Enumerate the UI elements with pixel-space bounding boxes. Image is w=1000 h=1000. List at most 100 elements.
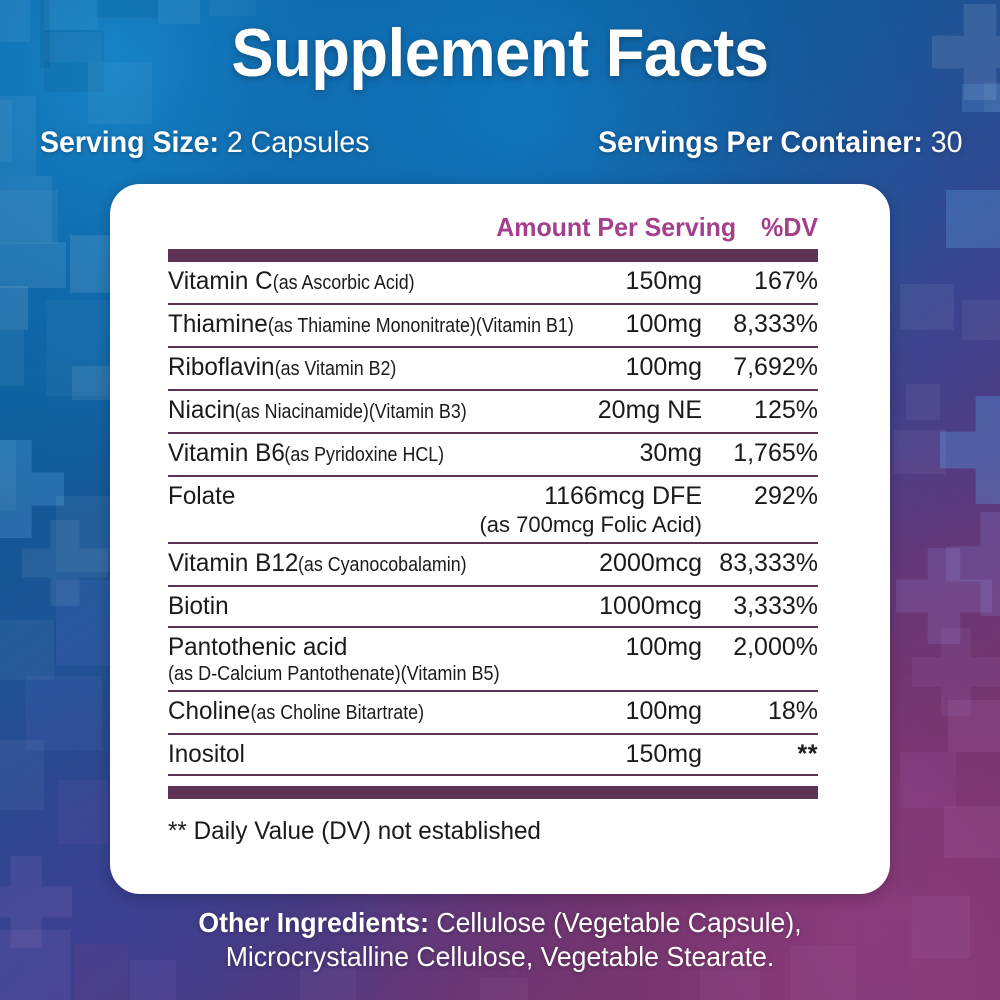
footer-rule-thick xyxy=(168,786,818,799)
decor-square xyxy=(856,920,908,1000)
nutrient-daily-value: 292% xyxy=(754,482,818,510)
decor-square xyxy=(962,84,1000,112)
table-row: Vitamin C(as Ascorbic Acid) 150mg 167% xyxy=(168,262,818,305)
decor-square xyxy=(0,242,66,288)
decor-square xyxy=(0,286,28,330)
nutrient-daily-value: 83,333% xyxy=(719,549,818,577)
table-row: Biotin 1000mcg 3,333% xyxy=(168,587,818,628)
decor-square xyxy=(962,300,1000,340)
nutrient-amount: 150mg xyxy=(625,740,702,768)
nutrient-name: Inositol xyxy=(168,740,245,768)
decor-square xyxy=(0,100,12,162)
table-row: Niacin(as Niacinamide)(Vitamin B3) 20mg N… xyxy=(168,391,818,434)
nutrient-name: Niacin(as Niacinamide)(Vitamin B3) xyxy=(168,393,577,429)
nutrient-name: Pantothenic acid (as D-Calcium Pantothena… xyxy=(168,630,604,687)
nutrient-daily-value: ** xyxy=(797,740,818,768)
decor-square xyxy=(896,838,930,896)
nutrient-name: Vitamin B12(as Cyanocobalamin) xyxy=(168,546,578,582)
serving-size-label: Serving Size: xyxy=(40,126,219,159)
decor-square xyxy=(0,440,16,510)
decor-square xyxy=(948,700,1000,752)
decor-square xyxy=(44,30,104,92)
decor-square xyxy=(0,620,54,680)
nutrient-amount-line2: (as 700mcg Folic Acid) xyxy=(479,512,702,537)
decor-square xyxy=(88,62,152,124)
decor-square xyxy=(480,978,528,1000)
decor-square xyxy=(790,946,856,1000)
nutrient-daily-value: 125% xyxy=(754,396,818,424)
decor-square xyxy=(158,0,200,24)
other-ingredients-line2: Microcrystalline Cellulose, Vegetable St… xyxy=(225,941,775,972)
decor-square xyxy=(0,930,70,1000)
serving-size-value: 2 Capsules xyxy=(226,126,370,159)
decor-square xyxy=(210,0,256,16)
nutrient-name: Vitamin B6(as Pyridoxine HCL) xyxy=(168,436,618,472)
nutrient-amount: 1000mcg xyxy=(599,592,702,620)
nutrient-amount: 100mg xyxy=(625,353,702,381)
facts-table: Amount Per Serving %DV Vitamin C(as Asco… xyxy=(168,184,818,894)
table-row: Vitamin B6(as Pyridoxine HCL) 30mg 1,765% xyxy=(168,434,818,477)
nutrient-amount: 20mg NE xyxy=(597,396,702,424)
nutrient-daily-value: 18% xyxy=(767,697,818,725)
nutrient-source: (as Niacinamide)(Vitamin B3) xyxy=(235,401,468,423)
table-row: Vitamin B12(as Cyanocobalamin) 2000mcg 83,… xyxy=(168,544,818,587)
decor-square xyxy=(96,0,158,18)
nutrient-source: (as Vitamin B2) xyxy=(274,358,397,380)
table-row: Thiamine(as Thiamine Mononitrate)(Vitami… xyxy=(168,305,818,348)
nutrient-source: (as Ascorbic Acid) xyxy=(272,272,415,294)
nutrient-daily-value: 7,692% xyxy=(733,353,818,381)
facts-card: Amount Per Serving %DV Vitamin C(as Asco… xyxy=(110,184,890,894)
decor-square xyxy=(900,752,956,808)
nutrient-amount: 100mg xyxy=(625,310,702,338)
decor-square xyxy=(0,190,58,244)
other-ingredients-label: Other Ingredients: xyxy=(198,907,429,938)
serving-info-row: Serving Size: 2 Capsules Servings Per Co… xyxy=(40,126,962,160)
servings-per-container-label: Servings Per Container: xyxy=(597,126,923,159)
nutrient-amount: 150mg xyxy=(625,267,702,295)
decor-square xyxy=(946,190,1000,248)
nutrient-amount: 30mg xyxy=(639,439,702,467)
nutrient-daily-value: 8,333% xyxy=(733,310,818,338)
nutrient-source: (as Pyridoxine HCL) xyxy=(284,444,445,466)
decor-square xyxy=(44,0,98,30)
decor-square xyxy=(56,496,112,572)
nutrient-amount: 1166mcg DFE (as 700mcg Folic Acid) xyxy=(479,482,702,537)
decor-square xyxy=(56,580,118,666)
nutrient-daily-value: 2,000% xyxy=(733,633,818,661)
nutrient-name: Riboflavin(as Vitamin B2) xyxy=(168,350,604,386)
decor-square xyxy=(26,676,102,750)
other-ingredients: Other Ingredients: Cellulose (Vegetable … xyxy=(82,906,918,974)
nutrient-name: Biotin xyxy=(168,592,229,620)
decor-square xyxy=(58,780,108,844)
other-ingredients-line1: Cellulose (Vegetable Capsule), xyxy=(436,907,802,938)
nutrient-name: Folate xyxy=(168,482,236,510)
servings-per-container-value: 30 xyxy=(930,126,962,159)
decor-square xyxy=(0,96,36,176)
page-title: Supplement Facts xyxy=(231,15,769,91)
column-header-dv: %DV xyxy=(761,212,818,242)
table-row: Pantothenic acid (as D-Calcium Pantothena… xyxy=(168,628,818,692)
nutrient-amount: 2000mcg xyxy=(599,549,702,577)
header-rule-thick xyxy=(168,249,818,262)
decor-square xyxy=(900,284,954,330)
decor-square xyxy=(0,0,30,42)
decor-square xyxy=(700,962,760,1000)
decor-square xyxy=(40,0,50,68)
decor-plus-icon xyxy=(940,396,1000,504)
nutrient-amount: 100mg xyxy=(625,697,702,725)
table-row: Folate 1166mcg DFE (as 700mcg Folic Acid) 2… xyxy=(168,477,818,544)
decor-square xyxy=(130,960,176,1000)
table-header-row: Amount Per Serving %DV xyxy=(194,212,818,243)
nutrient-daily-value: 3,333% xyxy=(733,592,818,620)
servings-per-container: Servings Per Container: 30 xyxy=(598,126,962,160)
decor-square xyxy=(944,806,1000,858)
nutrient-source-line2: (as D-Calcium Pantothenate)(Vitamin B5) xyxy=(168,663,500,685)
nutrient-name: Vitamin C(as Ascorbic Acid) xyxy=(168,264,604,300)
decor-square xyxy=(0,740,44,810)
nutrient-daily-value: 1,765% xyxy=(733,439,818,467)
nutrient-source: (as Cyanocobalamin) xyxy=(298,554,467,576)
nutrient-source: (as Choline Bitartrate) xyxy=(250,702,424,724)
decor-square xyxy=(984,82,1000,112)
